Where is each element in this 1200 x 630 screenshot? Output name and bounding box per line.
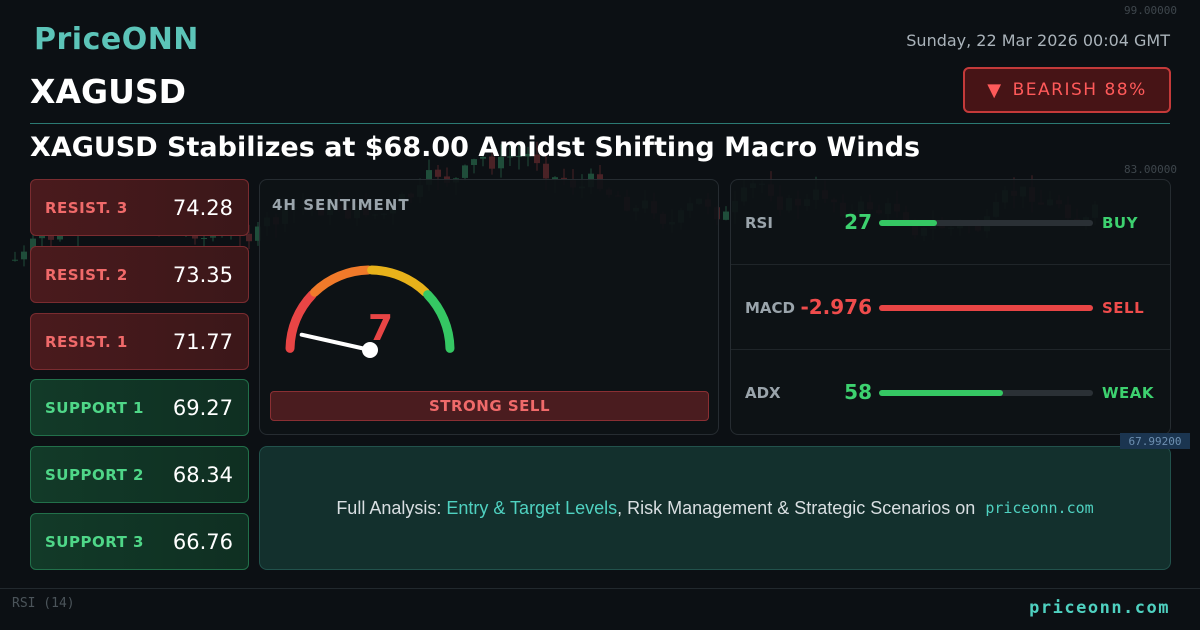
level-resist-2: RESIST. 2 73.35: [30, 246, 249, 303]
indicator-row-rsi: RSI 27 BUY: [731, 180, 1170, 265]
backdrop-candle-body: [30, 238, 36, 252]
indicator-row-macd: MACD -2.976 SELL: [731, 265, 1170, 350]
backdrop-candle-body: [210, 236, 216, 238]
level-label: SUPPORT 3: [45, 532, 144, 551]
indicator-row-adx: ADX 58 WEAK: [731, 350, 1170, 435]
gauge-segment: [285, 290, 317, 353]
gauge-segment: [367, 265, 430, 297]
indicator-name: RSI: [745, 214, 773, 232]
level-label: RESIST. 3: [45, 198, 128, 217]
backdrop-candle-body: [723, 211, 729, 220]
level-label: RESIST. 1: [45, 332, 128, 351]
backdrop-candle-body: [201, 238, 207, 240]
level-value: 74.28: [172, 195, 233, 220]
backdrop-candle-body: [246, 233, 252, 242]
backdrop-candle-body: [48, 235, 54, 240]
header-divider: [30, 123, 1170, 124]
backdrop-candle-body: [426, 170, 432, 185]
indicator-value: 27: [844, 210, 872, 234]
level-resist-1: RESIST. 1 71.77: [30, 313, 249, 370]
backdrop-candle-body: [552, 177, 558, 180]
cta-highlight: Entry & Target Levels: [446, 497, 618, 518]
backdrop-candle-body: [462, 165, 468, 178]
indicator-bar: [879, 220, 1093, 226]
level-value: 73.35: [172, 262, 233, 287]
indicator-bar: [879, 390, 1093, 396]
sentiment-verdict: STRONG SELL: [270, 391, 709, 421]
signal-badge: ▼ BEARISH 88%: [963, 67, 1171, 113]
indicator-name: ADX: [745, 384, 781, 402]
backdrop-rsi-label: RSI (14): [12, 596, 75, 611]
indicators-panel: RSI 27 BUY MACD -2.976 SELL ADX 58 WEAK: [730, 179, 1171, 435]
backdrop-candle-body: [507, 156, 513, 158]
timestamp: Sunday, 22 Mar 2026 00:04 GMT: [906, 31, 1170, 50]
level-support-2: SUPPORT 2 68.34: [30, 446, 249, 503]
cta-prefix: Full Analysis:: [336, 497, 447, 518]
backdrop-candle-body: [561, 177, 567, 180]
backdrop-candle-body: [498, 156, 504, 169]
level-support-3: SUPPORT 3 66.76: [30, 513, 249, 570]
indicator-bar: [879, 305, 1093, 311]
indicator-signal: SELL: [1102, 299, 1145, 317]
sentiment-gauge: [285, 265, 455, 358]
full-analysis-banner[interactable]: Full Analysis: Entry & Target Levels, Ri…: [259, 446, 1171, 570]
sentiment-score: 7: [368, 308, 394, 349]
down-arrow-icon: ▼: [987, 79, 1003, 101]
backdrop-candle-body: [12, 259, 18, 261]
backdrop-candle-body: [516, 155, 522, 158]
indicator-bar-fill: [879, 390, 1004, 396]
backdrop-candle-body: [489, 156, 495, 169]
indicator-name: MACD: [745, 299, 795, 317]
backdrop-axis-label: 99.00000: [1124, 4, 1177, 17]
level-value: 68.34: [172, 462, 233, 487]
indicator-signal: BUY: [1102, 214, 1138, 232]
level-value: 66.76: [172, 529, 233, 554]
level-support-1: SUPPORT 1 69.27: [30, 379, 249, 436]
footer-divider: [0, 588, 1200, 589]
backdrop-axis-label: 83.00000: [1124, 163, 1177, 176]
cta-middle: , Risk Management & Strategic Scenarios …: [617, 497, 981, 518]
gauge-hub: [362, 342, 378, 358]
indicator-signal: WEAK: [1102, 384, 1155, 402]
sentiment-panel: 4H SENTIMENT 7 STRONG SELL: [259, 179, 719, 435]
backdrop-candle-body: [435, 169, 441, 177]
symbol-title: XAGUSD: [30, 72, 187, 111]
backdrop-price-tag: 67.99200: [1120, 433, 1190, 449]
backdrop-candle-body: [21, 251, 27, 260]
level-value: 69.27: [172, 395, 233, 420]
backdrop-candle-body: [39, 235, 45, 239]
indicator-value: 58: [844, 380, 872, 404]
backdrop-candle-body: [471, 159, 477, 166]
indicator-bar-fill: [879, 220, 937, 226]
backdrop-candle-body: [543, 163, 549, 179]
backdrop-candle-body: [525, 153, 531, 157]
sentiment-title: 4H SENTIMENT: [272, 196, 410, 214]
gauge-segment: [310, 265, 373, 297]
indicator-value: -2.976: [800, 295, 872, 319]
backdrop-candle-body: [534, 154, 540, 164]
backdrop-candle-body: [255, 226, 261, 241]
brand-logo: PriceONN: [34, 22, 199, 57]
gauge-segment: [423, 290, 455, 353]
level-label: SUPPORT 2: [45, 465, 144, 484]
level-label: RESIST. 2: [45, 265, 128, 284]
level-value: 71.77: [172, 329, 233, 354]
gauge-needle: [299, 332, 372, 352]
level-label: SUPPORT 1: [45, 398, 144, 417]
footer-site-link[interactable]: priceonn.com: [1029, 598, 1170, 618]
backdrop-candle-body: [480, 156, 486, 159]
level-resist-3: RESIST. 3 74.28: [30, 179, 249, 236]
cta-site-link[interactable]: priceonn.com: [985, 499, 1094, 517]
indicator-bar-fill: [879, 305, 1093, 311]
headline: XAGUSD Stabilizes at $68.00 Amidst Shift…: [30, 132, 921, 163]
signal-label: BEARISH 88%: [1012, 80, 1147, 100]
